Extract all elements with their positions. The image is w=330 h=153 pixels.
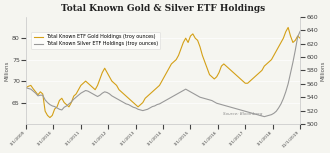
Total Known Silver ETF Holdings (troy ounces) (117, 99, 121, 101)
Total Known Silver ETF Holdings (troy ounces) (24, 87, 28, 89)
Line: Total Known ETF Gold Holdings (troy ounces): Total Known ETF Gold Holdings (troy ounc… (26, 27, 300, 118)
Total Known Silver ETF Holdings (troy ounces) (253, 113, 257, 115)
Total Known ETF Gold Holdings (troy ounces) (24, 87, 28, 88)
Total Known ETF Gold Holdings (troy ounces) (210, 76, 214, 78)
Total Known ETF Gold Holdings (troy ounces) (193, 37, 197, 39)
Total Known Silver ETF Holdings (troy ounces) (191, 92, 195, 94)
Line: Total Known Silver ETF Holdings (troy ounces): Total Known Silver ETF Holdings (troy ou… (26, 32, 300, 117)
Total Known Silver ETF Holdings (troy ounces) (262, 116, 266, 118)
Y-axis label: Millions: Millions (321, 60, 326, 81)
Total Known Silver ETF Holdings (troy ounces) (298, 31, 302, 32)
Legend: Total Known ETF Gold Holdings (troy ounces), Total Known Silver ETF Holdings (tr: Total Known ETF Gold Holdings (troy ounc… (31, 32, 160, 49)
Total Known ETF Gold Holdings (troy ounces) (48, 117, 52, 119)
Total Known Silver ETF Holdings (troy ounces) (208, 99, 212, 101)
Total Known ETF Gold Holdings (troy ounces) (298, 37, 302, 39)
Total Known Silver ETF Holdings (troy ounces) (279, 103, 283, 105)
Total Known ETF Gold Holdings (troy ounces) (119, 91, 123, 93)
Total Known Silver ETF Holdings (troy ounces) (246, 111, 249, 113)
Total Known ETF Gold Holdings (troy ounces) (286, 26, 290, 28)
Text: Source: Bloomberg: Source: Bloomberg (223, 112, 263, 116)
Total Known ETF Gold Holdings (troy ounces) (279, 42, 283, 43)
Total Known ETF Gold Holdings (troy ounces) (248, 80, 252, 82)
Total Known ETF Gold Holdings (troy ounces) (255, 74, 259, 76)
Y-axis label: Millions: Millions (4, 60, 9, 81)
Title: Total Known Gold & Silver ETF Holdings: Total Known Gold & Silver ETF Holdings (61, 4, 265, 13)
